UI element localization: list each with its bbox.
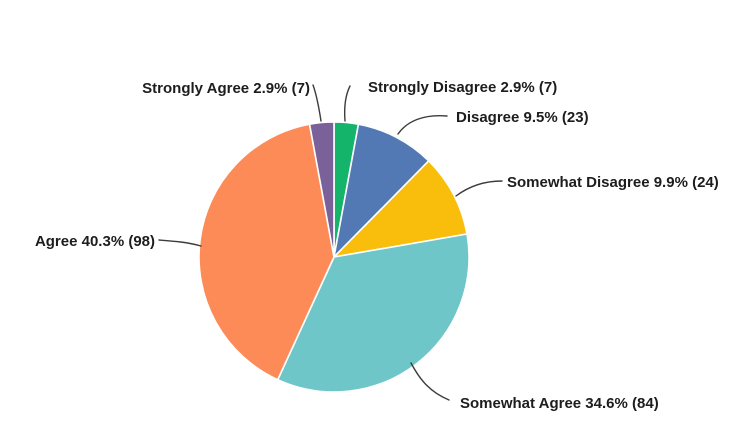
pie-slice-somewhat-agree [276,233,470,393]
leader-line-somewhat-disagree [455,180,503,197]
slice-label-agree: Agree 40.3% (98) [34,233,155,250]
leader-line-somewhat-agree [410,362,450,401]
leader-line-agree [158,239,202,247]
leader-line-strongly-disagree [343,85,351,122]
slice-label-strongly-agree: Strongly Agree 2.9% (7) [142,80,310,97]
slice-label-somewhat-disagree: Somewhat Disagree 9.9% (24) [507,174,719,191]
pie-slice-somewhat-disagree [333,160,468,258]
slice-label-strongly-disagree: Strongly Disagree 2.9% (7) [368,79,558,96]
leader-line-disagree [397,114,448,135]
pie-slice-strongly-agree [308,121,335,258]
leader-lines [158,84,503,401]
slice-label-somewhat-agree: Somewhat Agree 34.6% (84) [460,395,659,412]
leader-line-strongly-agree [312,84,322,122]
slice-label-disagree: Disagree 9.5% (23) [456,109,589,126]
pie-slices [198,121,470,393]
pie-slice-disagree [333,123,430,258]
pie-slice-agree [198,123,335,381]
